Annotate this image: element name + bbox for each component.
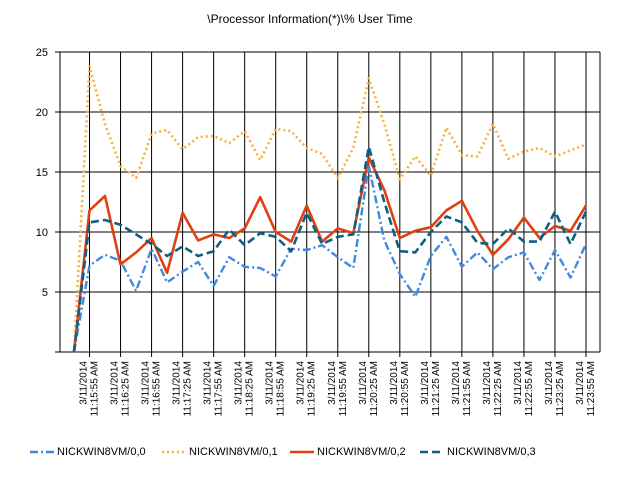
series-line-1 [72, 65, 587, 353]
x-tick-time: 11:19:25 AM [307, 361, 318, 416]
x-tick-date: 3/11/2014 [203, 361, 214, 405]
x-tick-time: 11:21:55 AM [462, 361, 473, 416]
x-tick-label: 3/11/2014 11:17:55 AM [203, 361, 225, 417]
x-tick-label: 3/11/2014 11:19:25 AM [296, 361, 318, 417]
x-tick-label: 3/11/2014 11:19:55 AM [327, 361, 349, 417]
x-tick-date: 3/11/2014 [451, 361, 462, 405]
legend-label: NICKWIN8VM/0,1 [189, 446, 278, 458]
x-tick-label: 3/11/2014 11:21:55 AM [451, 361, 473, 417]
legend-item: NICKWIN8VM/0,0 [30, 443, 146, 461]
series-layer [72, 65, 588, 353]
x-tick-label: 3/11/2014 11:22:25 AM [482, 361, 504, 417]
x-tick-date: 3/11/2014 [327, 361, 338, 405]
grid-layer [60, 51, 600, 357]
x-tick-date: 3/11/2014 [420, 361, 431, 405]
x-tick-label: 3/11/2014 11:15:55 AM [79, 361, 101, 417]
legend-label: NICKWIN8VM/0,0 [57, 446, 146, 458]
x-tick-date: 3/11/2014 [513, 361, 524, 405]
legend-item: NICKWIN8VM/0,2 [290, 443, 406, 461]
x-tick-date: 3/11/2014 [172, 361, 183, 405]
legend-item: NICKWIN8VM/0,3 [420, 443, 536, 461]
y-tick-label: 5 [42, 287, 48, 299]
x-tick-label: 3/11/2014 11:20:55 AM [389, 361, 411, 417]
x-tick-date: 3/11/2014 [141, 361, 152, 405]
series-line-3 [72, 145, 588, 353]
x-tick-label: 3/11/2014 11:23:25 AM [544, 361, 566, 417]
x-tick-time: 11:18:55 AM [276, 361, 287, 416]
legend-label: NICKWIN8VM/0,3 [447, 446, 536, 458]
x-tick-date: 3/11/2014 [389, 361, 400, 405]
x-tick-label: 3/11/2014 11:22:55 AM [513, 361, 535, 417]
x-tick-date: 3/11/2014 [265, 361, 276, 405]
x-tick-date: 3/11/2014 [110, 361, 121, 405]
y-tick-label: 20 [36, 107, 48, 119]
x-tick-time: 11:16:55 AM [152, 361, 163, 416]
x-tick-label: 3/11/2014 11:18:55 AM [265, 361, 287, 417]
legend-item: NICKWIN8VM/0,1 [162, 443, 278, 461]
x-tick-time: 11:17:25 AM [183, 361, 194, 416]
legend-swatch [420, 450, 444, 454]
x-tick-label: 3/11/2014 11:23:55 AM [575, 361, 597, 417]
x-tick-time: 11:18:25 AM [245, 361, 256, 416]
legend-label: NICKWIN8VM/0,2 [317, 446, 406, 458]
y-tick-label: 25 [36, 47, 48, 59]
x-tick-time: 11:16:25 AM [121, 361, 132, 416]
x-tick-date: 3/11/2014 [234, 361, 245, 405]
x-tick-time: 11:22:55 AM [524, 361, 535, 416]
x-tick-date: 3/11/2014 [296, 361, 307, 405]
y-tick-label: 10 [36, 227, 48, 239]
x-tick-time: 11:15:55 AM [90, 361, 101, 416]
x-tick-time: 11:23:55 AM [586, 361, 597, 416]
x-tick-date: 3/11/2014 [482, 361, 493, 405]
x-tick-date: 3/11/2014 [575, 361, 586, 405]
x-tick-date: 3/11/2014 [544, 361, 555, 405]
chart-title: \Processor Information(*)\% User Time [207, 12, 413, 26]
x-tick-label: 3/11/2014 11:16:55 AM [141, 361, 163, 417]
x-tick-date: 3/11/2014 [358, 361, 369, 405]
x-tick-time: 11:23:25 AM [555, 361, 566, 416]
x-tick-time: 11:20:25 AM [369, 361, 380, 416]
legend: NICKWIN8VM/0,0 NICKWIN8VM/0,1 NICKWIN8VM/0… [0, 443, 620, 463]
legend-swatch [162, 450, 186, 454]
x-tick-time: 11:19:55 AM [338, 361, 349, 416]
x-tick-time: 11:21:25 AM [431, 361, 442, 416]
x-tick-label: 3/11/2014 11:18:25 AM [234, 361, 256, 417]
x-tick-label: 3/11/2014 11:21:25 AM [420, 361, 442, 417]
series-line-2 [72, 156, 588, 353]
legend-swatch [30, 450, 54, 454]
legend-swatch [290, 450, 314, 454]
x-tick-date: 3/11/2014 [79, 361, 90, 405]
x-tick-label: 3/11/2014 11:20:25 AM [358, 361, 380, 417]
x-tick-label: 3/11/2014 11:16:25 AM [110, 361, 132, 417]
x-tick-label: 3/11/2014 11:17:25 AM [172, 361, 194, 417]
x-tick-time: 11:20:55 AM [400, 361, 411, 416]
x-tick-time: 11:17:55 AM [214, 361, 225, 416]
y-tick-label: 15 [36, 167, 48, 179]
series-line-0 [72, 164, 588, 353]
x-tick-time: 11:22:25 AM [493, 361, 504, 416]
